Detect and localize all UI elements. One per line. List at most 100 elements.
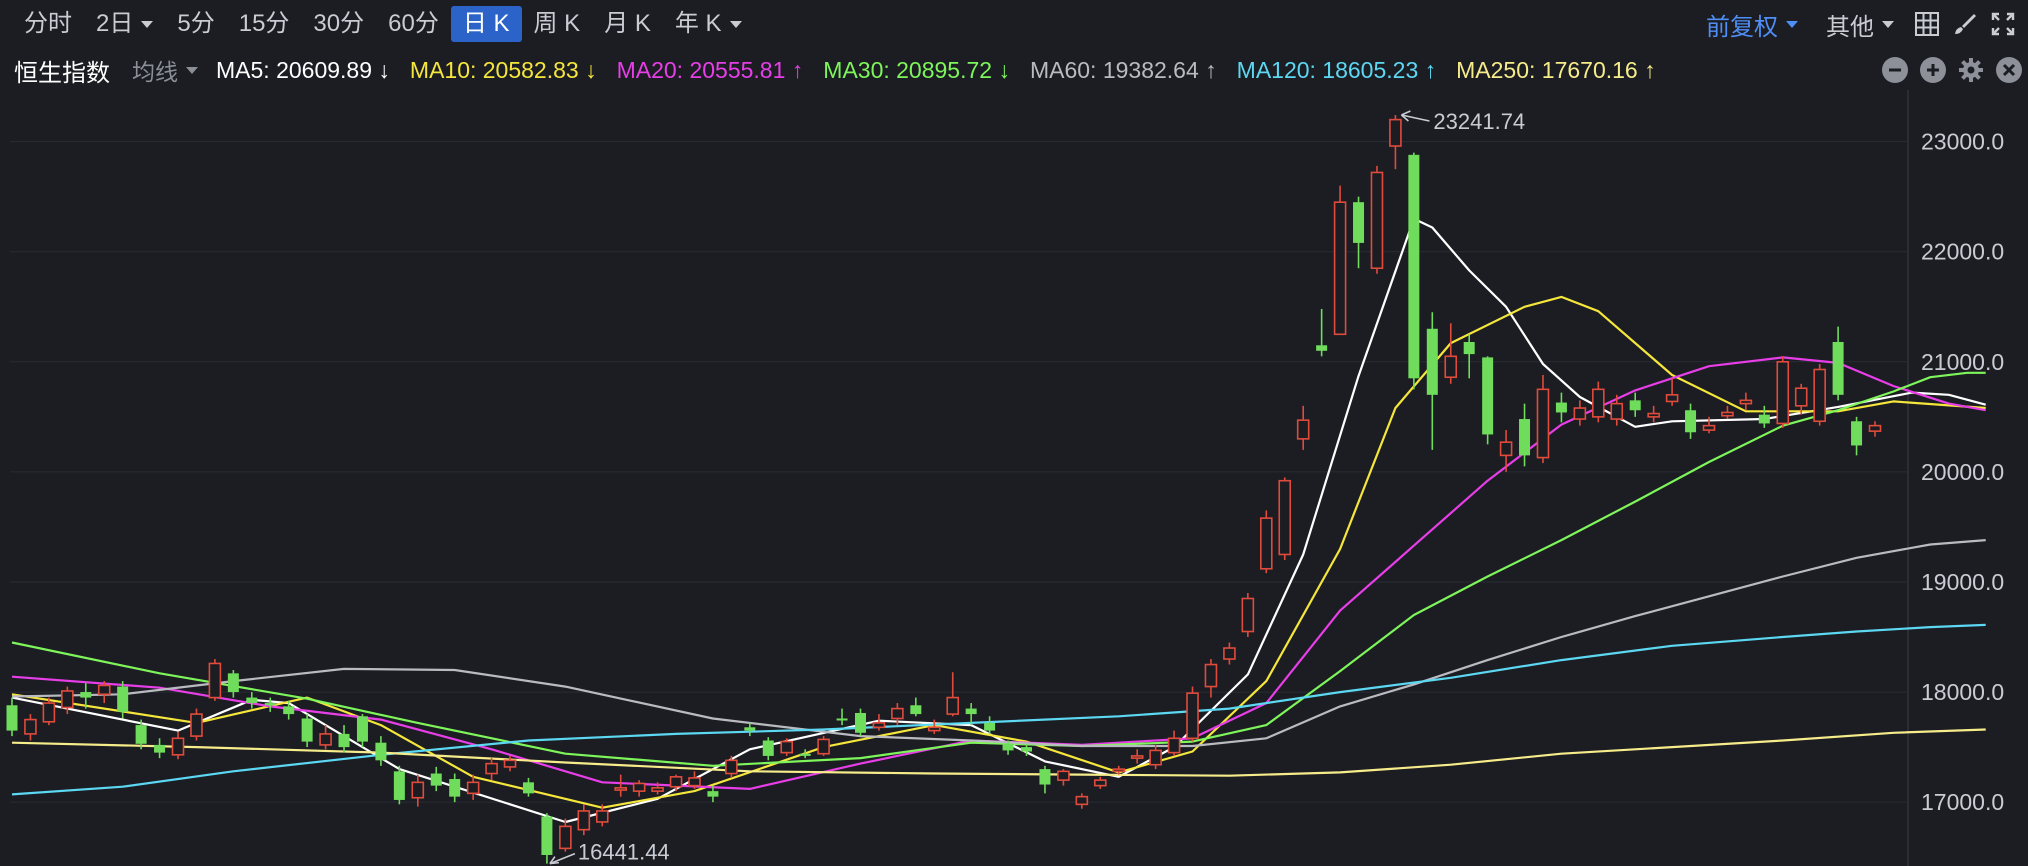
draw-brush-icon[interactable] bbox=[1946, 5, 1984, 43]
ma-line-ma5 bbox=[11, 217, 1986, 824]
candle-body bbox=[97, 684, 111, 696]
candle-body bbox=[190, 713, 203, 737]
candle bbox=[1832, 326, 1844, 401]
candle-body bbox=[780, 740, 794, 754]
candle-body bbox=[1702, 424, 1716, 431]
candle bbox=[1426, 312, 1438, 450]
candle-body bbox=[946, 696, 960, 715]
candle-body bbox=[1739, 399, 1753, 405]
chart-controls bbox=[1870, 50, 2022, 90]
candle-body bbox=[1629, 400, 1641, 411]
candle bbox=[24, 714, 37, 741]
adjust-dropdown[interactable]: 前复权 bbox=[1692, 7, 1812, 42]
candle-body bbox=[1149, 749, 1162, 766]
candle-body bbox=[1039, 769, 1051, 785]
candle-body bbox=[319, 733, 332, 746]
ma-value-1: MA10: 20582.83 ↓ bbox=[409, 56, 597, 83]
ma-value-4: MA60: 19382.64 ↑ bbox=[1029, 56, 1217, 83]
candle bbox=[762, 737, 774, 761]
ma-legend-row: 恒生指数 均线 MA5: 20609.89 ↓ MA10: 20582.83 ↓ M… bbox=[0, 50, 2028, 90]
candle bbox=[503, 755, 517, 772]
candle bbox=[190, 708, 203, 741]
candle bbox=[1739, 392, 1753, 411]
candle bbox=[393, 765, 405, 805]
candle bbox=[1039, 765, 1051, 794]
candle-body bbox=[1426, 328, 1438, 395]
candle bbox=[42, 697, 56, 726]
candle-body bbox=[762, 740, 774, 756]
candle-body bbox=[559, 825, 572, 850]
candle bbox=[1353, 196, 1365, 269]
candle bbox=[1629, 392, 1641, 417]
tab-timeframe-8[interactable]: 月 K bbox=[592, 6, 663, 42]
candle bbox=[1167, 730, 1181, 756]
tab-timeframe-2[interactable]: 5分 bbox=[165, 6, 226, 42]
tab-label: 分时 bbox=[24, 10, 72, 37]
ma-lines bbox=[11, 217, 1986, 824]
candle bbox=[1112, 765, 1126, 775]
candle bbox=[872, 714, 886, 731]
tab-timeframe-6[interactable]: 日 K bbox=[450, 6, 522, 42]
candle-body bbox=[614, 787, 628, 791]
annotation-arrow bbox=[549, 852, 576, 865]
candle bbox=[1130, 749, 1144, 764]
candle bbox=[725, 755, 738, 778]
candle bbox=[6, 697, 18, 737]
other-dropdown[interactable]: 其他 bbox=[1812, 7, 1908, 42]
candle bbox=[135, 719, 147, 750]
candle bbox=[541, 813, 553, 864]
candle bbox=[61, 686, 74, 715]
candle-body bbox=[1463, 341, 1475, 355]
candle bbox=[485, 758, 498, 781]
candle bbox=[1463, 334, 1475, 379]
ma-value-5: MA120: 18605.23 ↑ bbox=[1236, 56, 1437, 83]
candle bbox=[1316, 308, 1328, 357]
candle-body bbox=[669, 776, 683, 788]
tab-timeframe-7[interactable]: 周 K bbox=[522, 6, 593, 42]
fullscreen-icon[interactable] bbox=[1984, 5, 2022, 43]
tab-timeframe-9[interactable]: 年 K bbox=[663, 6, 754, 42]
grid-layout-icon[interactable] bbox=[1908, 5, 1946, 43]
ma-type-dropdown[interactable]: 均线 bbox=[132, 53, 198, 87]
candle-body bbox=[1482, 357, 1494, 435]
candle-body bbox=[338, 733, 350, 748]
tab-timeframe-5[interactable]: 60分 bbox=[376, 6, 451, 42]
candle-body bbox=[595, 810, 609, 823]
candle bbox=[836, 708, 848, 726]
candle-body bbox=[1204, 663, 1218, 688]
candle-body bbox=[872, 722, 886, 729]
candle-body bbox=[301, 718, 313, 742]
close-icon[interactable] bbox=[1996, 57, 2022, 83]
candle bbox=[577, 804, 591, 836]
tab-timeframe-0[interactable]: 分时 bbox=[12, 6, 84, 42]
candle bbox=[1794, 383, 1808, 415]
tab-label: 周 K bbox=[533, 10, 581, 37]
candle-body bbox=[1093, 779, 1107, 787]
zoom-in-icon[interactable] bbox=[1920, 57, 1946, 83]
ma-line-ma10 bbox=[11, 295, 1986, 809]
tab-timeframe-3[interactable]: 15分 bbox=[227, 6, 302, 42]
candle bbox=[688, 771, 701, 789]
tab-label: 5分 bbox=[177, 10, 215, 37]
candle bbox=[1647, 405, 1660, 423]
candle-body bbox=[688, 777, 701, 787]
chevron-down-icon bbox=[141, 20, 154, 28]
y-tick-label: 22000.0 bbox=[1921, 239, 2004, 265]
candle-body bbox=[1685, 410, 1697, 433]
candle bbox=[891, 703, 904, 726]
candle-body bbox=[1851, 421, 1863, 446]
candle-body bbox=[1647, 412, 1660, 418]
candle-body bbox=[725, 759, 738, 775]
tab-timeframe-4[interactable]: 30分 bbox=[301, 6, 376, 42]
candle-body bbox=[208, 662, 222, 699]
candle-body bbox=[1832, 341, 1844, 395]
candle-body bbox=[246, 697, 258, 704]
settings-gear-icon[interactable] bbox=[1958, 57, 1984, 83]
candle bbox=[375, 736, 387, 766]
candle-body bbox=[632, 782, 646, 792]
tab-timeframe-1[interactable]: 2日 bbox=[84, 6, 165, 42]
candlestick-chart[interactable]: 23241.74 16441.44 23000.0 22000.0 21000.0 20… bbox=[0, 90, 2028, 866]
candle bbox=[1408, 152, 1420, 390]
zoom-out-icon[interactable] bbox=[1882, 57, 1908, 83]
chevron-down-icon bbox=[1786, 20, 1798, 28]
